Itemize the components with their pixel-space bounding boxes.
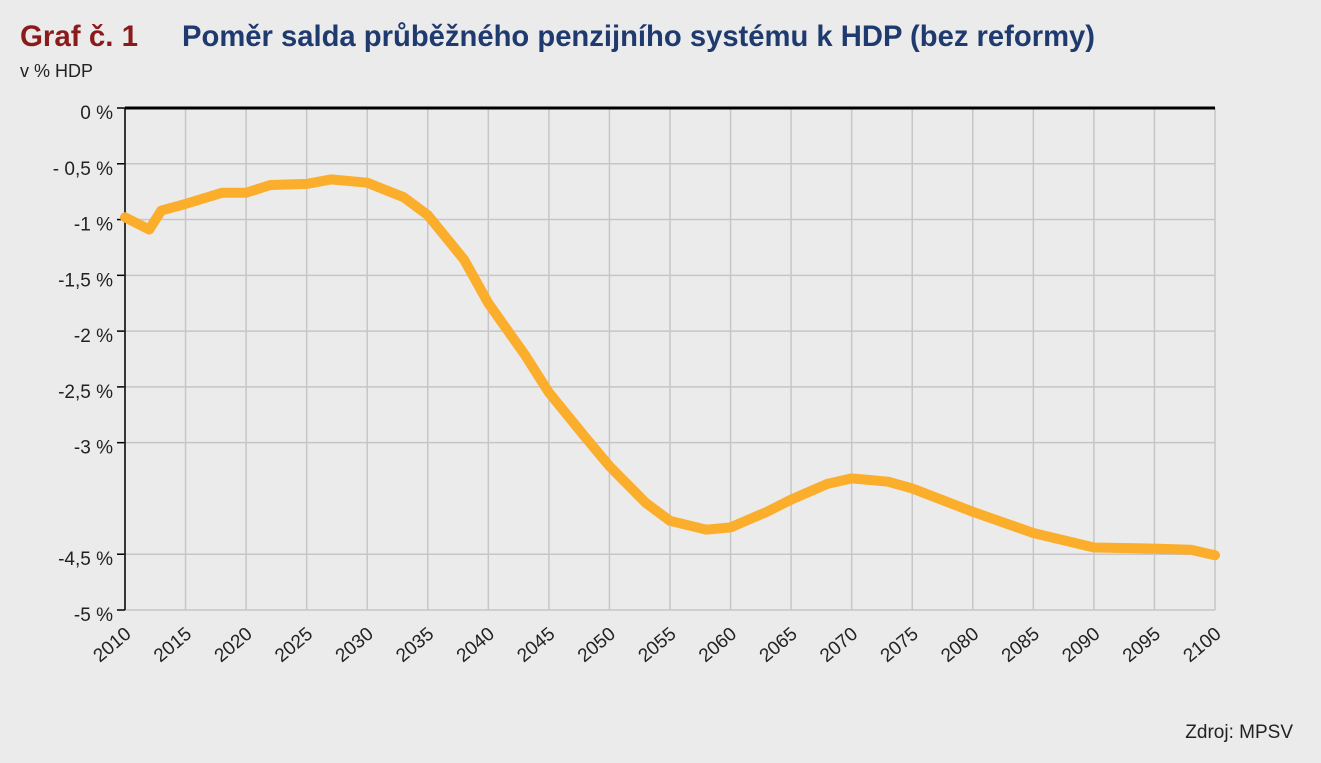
x-tick-label: 2015: [150, 624, 196, 667]
chart-subtitle: v % HDP: [20, 61, 93, 81]
data-line: [120, 174, 1220, 561]
x-tick-label: 2055: [635, 624, 681, 667]
x-tick-label: 2040: [453, 624, 499, 667]
source-note: Zdroj: MPSV: [1185, 722, 1293, 743]
x-tick-label: 2020: [211, 624, 257, 667]
y-tick-label: - 0,5 %: [53, 159, 113, 180]
x-tick-label: 2065: [756, 624, 802, 667]
y-tick-label: -4,5 %: [58, 549, 113, 570]
x-tick-label: 2085: [998, 624, 1044, 667]
chart-title: Poměr salda průběžného penzijního systém…: [182, 20, 1095, 53]
chart-label: Graf č. 1: [20, 20, 138, 53]
x-tick-label: 2035: [392, 624, 438, 667]
x-tick-label: 2070: [816, 624, 862, 667]
y-tick-label: -2,5 %: [58, 382, 113, 403]
x-tick-label: 2075: [877, 624, 923, 667]
x-tick-label: 2050: [574, 624, 620, 667]
y-tick-label: -1,5 %: [58, 270, 113, 291]
x-tick-label: 2010: [90, 624, 136, 667]
y-tick-label: -1 %: [74, 215, 113, 236]
y-tick-label: -5 %: [74, 605, 113, 626]
y-tick-label: 0 %: [80, 103, 113, 124]
x-tick-label: 2025: [271, 624, 317, 667]
x-tick-label: 2030: [332, 624, 378, 667]
x-tick-label: 2095: [1119, 624, 1165, 667]
x-tick-label: 2060: [695, 624, 741, 667]
x-tick-label: 2090: [1058, 624, 1104, 667]
x-tick-label: 2100: [1180, 624, 1226, 667]
y-tick-label: -3 %: [74, 438, 113, 459]
x-tick-label: 2080: [937, 624, 983, 667]
y-tick-label: -2 %: [74, 326, 113, 347]
x-tick-label: 2045: [513, 624, 559, 667]
